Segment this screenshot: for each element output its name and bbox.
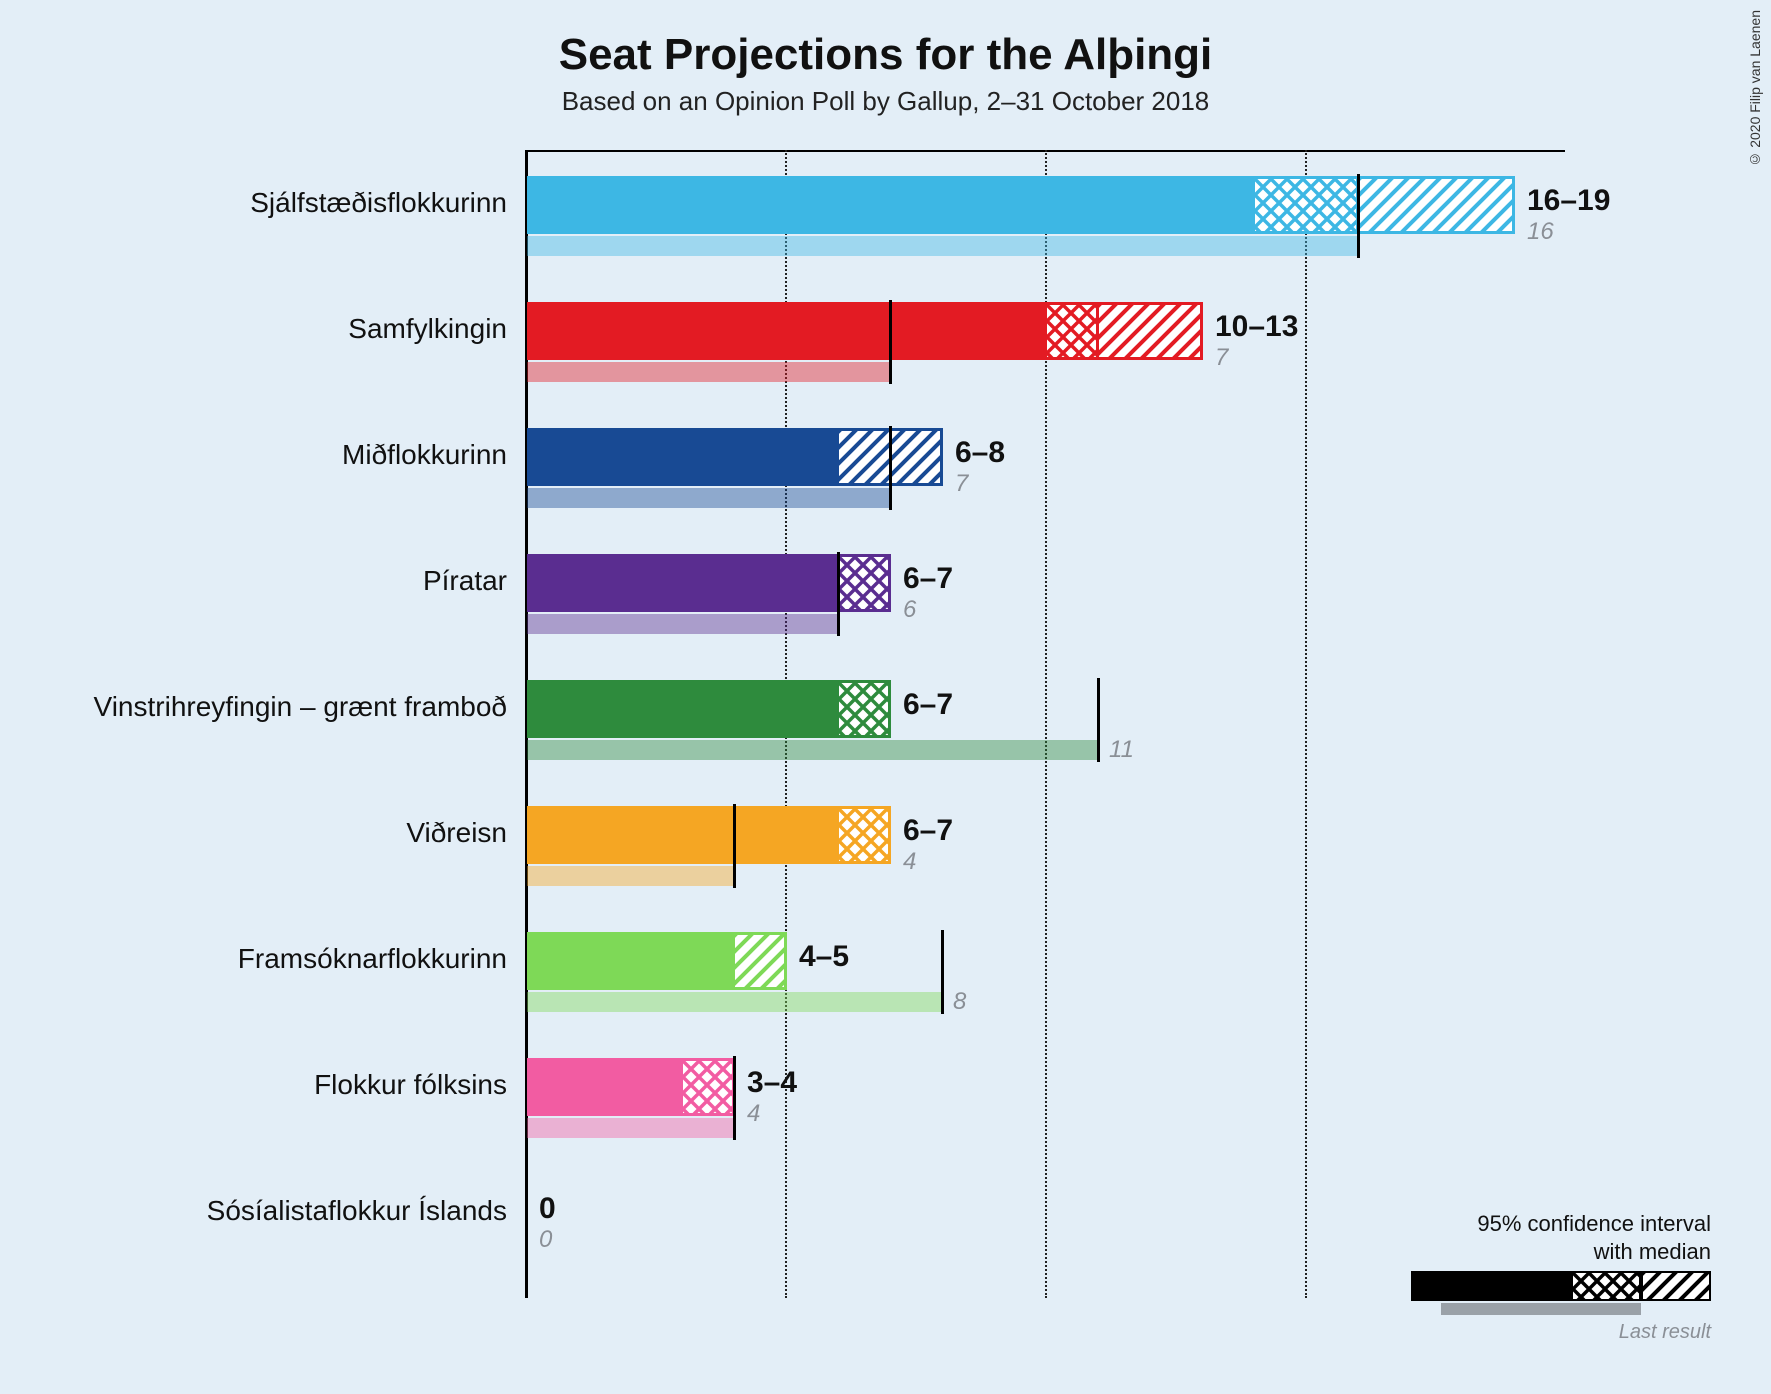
- prev-label: 8: [953, 988, 966, 1016]
- bar-crosshatch: [1047, 302, 1099, 360]
- range-label: 6–7: [903, 688, 953, 722]
- prev-tick: [889, 300, 892, 384]
- range-label: 4–5: [799, 940, 849, 974]
- bar-solid: [527, 680, 839, 738]
- bar-crosshatch: [1255, 176, 1359, 234]
- bar-crosshatch: [839, 680, 891, 738]
- legend-last-result: Last result: [1411, 1321, 1711, 1344]
- party-label: Píratar: [423, 565, 507, 597]
- range-label: 6–7: [903, 562, 953, 596]
- prev-label: 6: [903, 596, 916, 624]
- party-label: Viðreisn: [406, 817, 507, 849]
- bar-previous: [527, 1118, 735, 1138]
- bar-solid: [527, 302, 1047, 360]
- bar-crosshatch: [683, 1058, 735, 1116]
- range-label: 6–8: [955, 436, 1005, 470]
- prev-label: 0: [539, 1226, 552, 1254]
- bar-solid: [527, 1058, 683, 1116]
- bar-previous: [527, 362, 891, 382]
- party-label: Framsóknarflokkurinn: [238, 943, 507, 975]
- bar-previous: [527, 236, 1359, 256]
- bar-previous: [527, 740, 1099, 760]
- bar-solid: [527, 428, 839, 486]
- bar-previous: [527, 614, 839, 634]
- prev-tick: [941, 930, 944, 1014]
- prev-label: 4: [903, 848, 916, 876]
- prev-label: 7: [955, 470, 968, 498]
- party-label: Sósíalistaflokkur Íslands: [207, 1195, 507, 1227]
- range-label: 16–19: [1527, 184, 1610, 218]
- prev-tick: [1357, 174, 1360, 258]
- party-label: Vinstrihreyfingin – grænt framboð: [94, 691, 507, 723]
- bar-solid: [527, 806, 839, 864]
- party-label: Miðflokkurinn: [342, 439, 507, 471]
- chart-title: Seat Projections for the Alþingi: [0, 0, 1771, 80]
- range-label: 10–13: [1215, 310, 1298, 344]
- chart-subtitle: Based on an Opinion Poll by Gallup, 2–31…: [0, 86, 1771, 117]
- legend-sample-bar: [1411, 1271, 1711, 1319]
- range-label: 3–4: [747, 1066, 797, 1100]
- range-label: 6–7: [903, 814, 953, 848]
- prev-label: 7: [1215, 344, 1228, 372]
- prev-label: 4: [747, 1100, 760, 1128]
- bar-previous: [527, 866, 735, 886]
- bar-diag: [735, 932, 787, 990]
- bar-diag: [1099, 302, 1203, 360]
- prev-label: 11: [1109, 736, 1134, 764]
- bar-solid: [527, 554, 839, 612]
- prev-tick: [837, 552, 840, 636]
- seat-projection-chart: Sjálfstæðisflokkurinn 16–1916 Samfylkingin…: [0, 150, 1771, 1350]
- bar-previous: [527, 992, 943, 1012]
- bar-solid: [527, 176, 1255, 234]
- prev-tick: [889, 426, 892, 510]
- bar-solid: [527, 932, 735, 990]
- party-label: Samfylkingin: [348, 313, 507, 345]
- party-label: Sjálfstæðisflokkurinn: [250, 187, 507, 219]
- prev-tick: [733, 1056, 736, 1140]
- bar-previous: [527, 488, 891, 508]
- copyright-text: © 2020 Filip van Laenen: [1747, 10, 1763, 168]
- legend: 95% confidence interval with median Last…: [1411, 1210, 1711, 1344]
- bar-crosshatch: [839, 806, 891, 864]
- bar-diag: [1359, 176, 1515, 234]
- prev-label: 16: [1527, 218, 1554, 246]
- prev-tick: [733, 804, 736, 888]
- prev-tick: [1097, 678, 1100, 762]
- bar-crosshatch: [839, 554, 891, 612]
- legend-title: 95% confidence interval with median: [1411, 1210, 1711, 1265]
- party-label: Flokkur fólksins: [314, 1069, 507, 1101]
- range-label: 0: [539, 1192, 556, 1226]
